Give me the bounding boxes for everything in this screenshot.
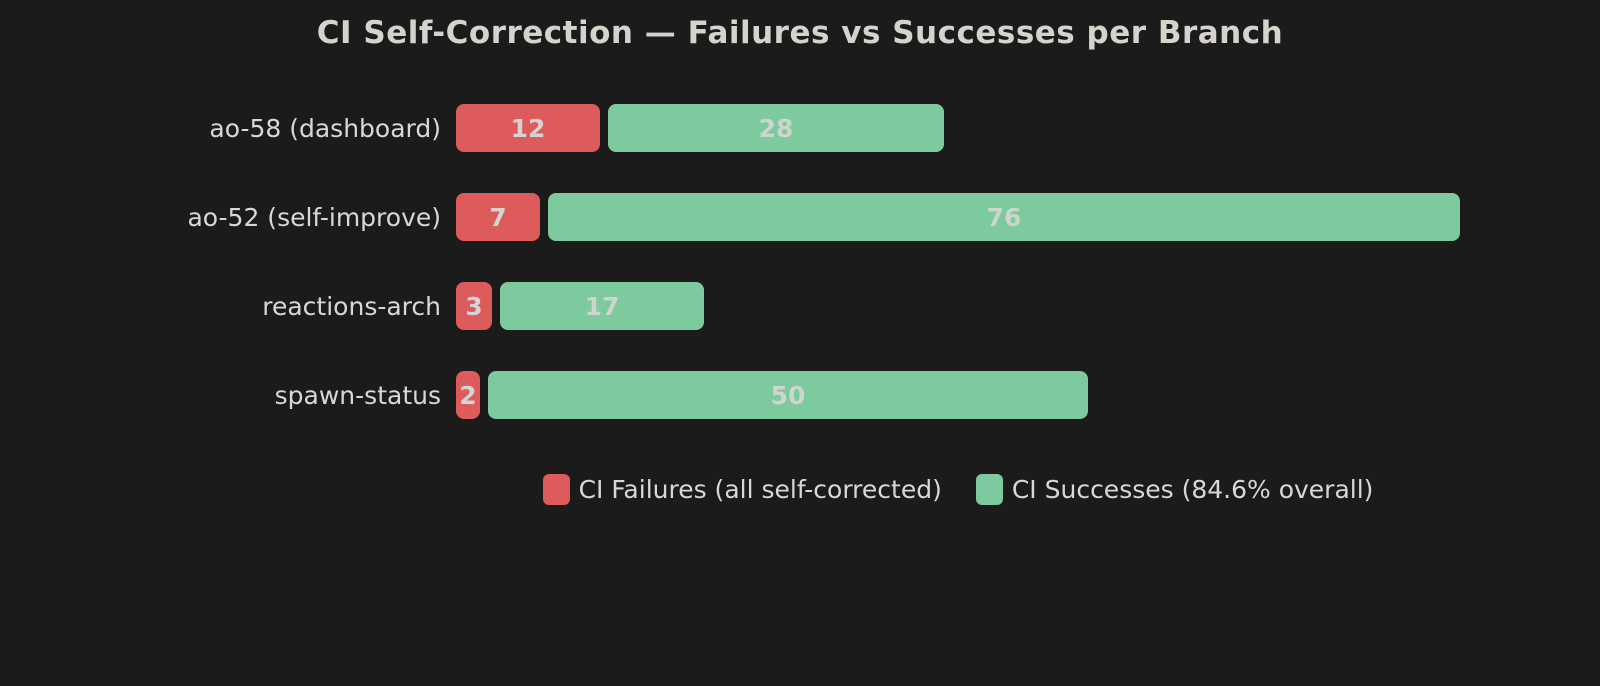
- bar-group: 7 76: [456, 193, 1460, 241]
- bar-group: 3 17: [456, 282, 704, 330]
- bar-group: 2 50: [456, 371, 1088, 419]
- legend-label: CI Failures (all self-corrected): [578, 475, 942, 504]
- successes-bar: 28: [608, 104, 944, 152]
- successes-bar: 17: [500, 282, 704, 330]
- category-label: ao-52 (self-improve): [187, 202, 441, 232]
- bar-row-ao-52: ao-52 (self-improve) 7 76: [0, 193, 1460, 241]
- category-label: ao-58 (dashboard): [209, 113, 441, 143]
- category-label: spawn-status: [274, 380, 441, 410]
- legend-label: CI Successes (84.6% overall): [1011, 475, 1374, 504]
- failures-legend-swatch-icon: [542, 474, 570, 505]
- chart-title: CI Self-Correction — Failures vs Success…: [316, 15, 1284, 51]
- legend: CI Failures (all self-corrected) CI Succ…: [456, 474, 1460, 505]
- successes-legend-swatch-icon: [975, 474, 1003, 505]
- bar-row-spawn-status: spawn-status 2 50: [0, 371, 1088, 419]
- failures-bar: 2: [456, 371, 480, 419]
- failures-bar: 7: [456, 193, 540, 241]
- bar-row-reactions-arch: reactions-arch 3 17: [0, 282, 704, 330]
- successes-bar: 50: [488, 371, 1088, 419]
- successes-bar: 76: [548, 193, 1460, 241]
- legend-item-failures: CI Failures (all self-corrected): [542, 474, 942, 505]
- failures-bar: 3: [456, 282, 492, 330]
- failures-bar: 12: [456, 104, 600, 152]
- bar-group: 12 28: [456, 104, 944, 152]
- category-label: reactions-arch: [262, 291, 441, 321]
- legend-item-successes: CI Successes (84.6% overall): [975, 474, 1374, 505]
- bar-row-ao-58: ao-58 (dashboard) 12 28: [0, 104, 944, 152]
